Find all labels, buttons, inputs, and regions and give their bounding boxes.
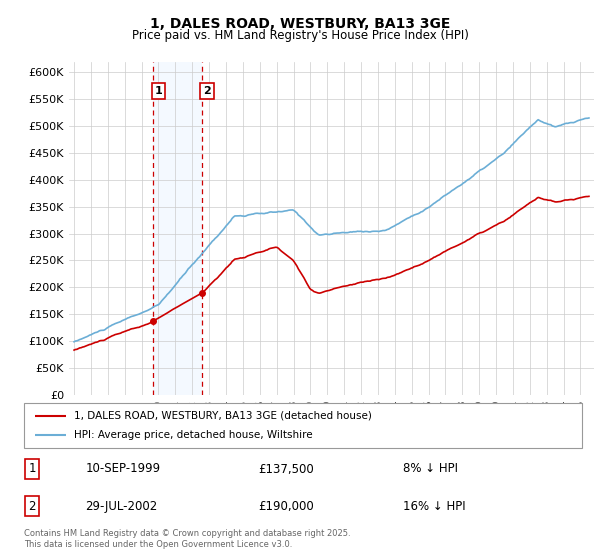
Point [32,412,39,419]
Text: 29-JUL-2002: 29-JUL-2002 [85,500,158,512]
Text: 2: 2 [203,86,211,96]
Text: 2: 2 [29,500,36,512]
Text: 10-SEP-1999: 10-SEP-1999 [85,463,161,475]
Point [62,432,70,439]
Bar [153,62,202,395]
Text: Contains HM Land Registry data © Crown copyright and database right 2025.
This d: Contains HM Land Registry data © Crown c… [24,529,350,549]
Text: 1: 1 [155,86,163,96]
Text: £190,000: £190,000 [259,500,314,512]
Text: HPI: Average price, detached house, Wiltshire: HPI: Average price, detached house, Wilt… [74,431,313,441]
Text: 1, DALES ROAD, WESTBURY, BA13 3GE (detached house): 1, DALES ROAD, WESTBURY, BA13 3GE (detac… [74,410,372,421]
Point [62,412,70,419]
Text: 1, DALES ROAD, WESTBURY, BA13 3GE: 1, DALES ROAD, WESTBURY, BA13 3GE [150,17,450,31]
Text: 1: 1 [29,463,36,475]
Text: 16% ↓ HPI: 16% ↓ HPI [403,500,466,512]
Text: Price paid vs. HM Land Registry's House Price Index (HPI): Price paid vs. HM Land Registry's House … [131,29,469,42]
Point [32,432,39,439]
Text: 8% ↓ HPI: 8% ↓ HPI [403,463,458,475]
Text: £137,500: £137,500 [259,463,314,475]
